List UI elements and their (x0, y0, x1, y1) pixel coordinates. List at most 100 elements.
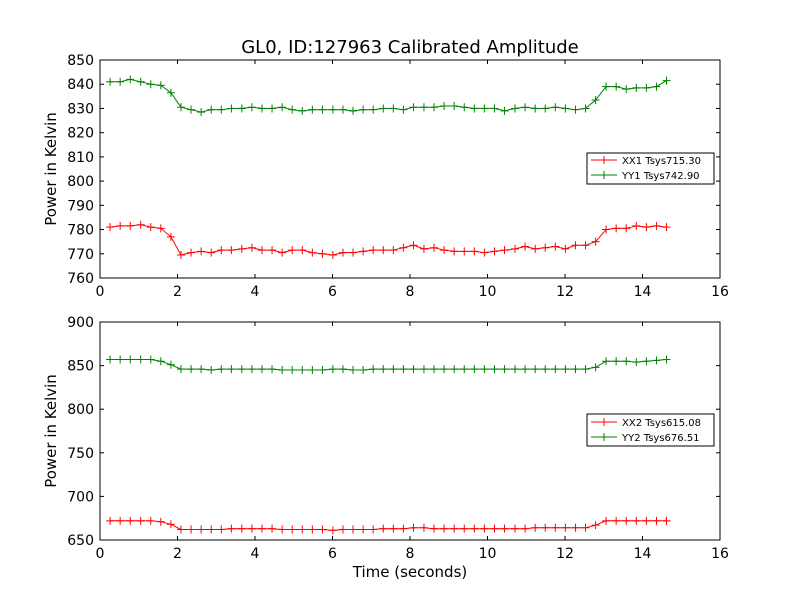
data-point-xx2 (379, 524, 388, 533)
data-point-xx1 (500, 246, 509, 255)
data-point-yy1 (551, 103, 560, 112)
legend-marker-yy1 (600, 171, 608, 179)
data-point-yy2 (551, 365, 560, 374)
data-point-yy1 (430, 103, 439, 112)
top-y-tick-label: 790 (67, 198, 94, 214)
data-point-xx2 (106, 516, 115, 525)
data-point-xx2 (146, 516, 155, 525)
data-point-xx1 (298, 246, 307, 255)
data-point-yy2 (642, 357, 651, 366)
data-point-yy1 (571, 105, 580, 114)
data-point-yy2 (500, 365, 509, 374)
data-point-yy2 (247, 365, 256, 374)
data-point-xx2 (237, 524, 246, 533)
data-point-yy1 (480, 104, 489, 113)
data-point-yy1 (349, 106, 358, 115)
data-point-xx2 (642, 516, 651, 525)
data-point-xx1 (349, 248, 358, 257)
data-point-xx1 (561, 244, 570, 253)
data-point-yy2 (318, 365, 327, 374)
data-point-yy2 (440, 365, 449, 374)
legend-marker-yy2 (600, 433, 608, 441)
data-point-xx2 (257, 524, 266, 533)
legend-marker-xx1 (600, 156, 608, 164)
data-point-xx1 (632, 221, 641, 230)
data-point-xx2 (490, 524, 499, 533)
top-series-group (106, 75, 671, 259)
data-point-yy2 (166, 360, 175, 369)
data-point-xx1 (531, 244, 540, 253)
data-point-yy1 (146, 80, 155, 89)
data-point-xx1 (389, 246, 398, 255)
data-point-yy1 (460, 103, 469, 112)
data-point-yy1 (521, 103, 530, 112)
data-point-yy1 (187, 105, 196, 114)
top-y-tick-label: 850 (67, 53, 94, 69)
data-point-yy1 (622, 85, 631, 94)
data-point-yy2 (632, 358, 641, 367)
data-point-yy1 (217, 105, 226, 114)
top-y-tick-label: 770 (67, 247, 94, 263)
data-point-yy1 (257, 104, 266, 113)
data-point-xx1 (308, 248, 317, 257)
data-point-xx1 (662, 223, 671, 232)
data-point-yy1 (338, 105, 347, 114)
data-point-yy1 (308, 105, 317, 114)
data-point-yy1 (490, 104, 499, 113)
data-point-yy2 (622, 357, 631, 366)
legend-label-xx1: XX1 Tsys715.30 (622, 156, 701, 167)
data-point-xx2 (197, 525, 206, 534)
data-point-xx2 (652, 516, 661, 525)
data-point-xx2 (551, 523, 560, 532)
top-x-tick-label: 8 (406, 284, 415, 300)
data-point-xx1 (521, 242, 530, 251)
data-point-xx2 (480, 524, 489, 533)
data-point-yy1 (166, 88, 175, 97)
data-point-xx2 (409, 523, 418, 532)
bottom-y-tick-label: 800 (67, 402, 94, 418)
data-point-xx2 (662, 516, 671, 525)
bottom-x-tick-label: 8 (406, 546, 415, 562)
data-point-xx2 (531, 523, 540, 532)
data-point-yy2 (227, 365, 236, 374)
bottom-x-tick-label: 12 (556, 546, 574, 562)
bottom-y-tick-label: 650 (67, 533, 94, 549)
data-point-xx1 (227, 246, 236, 255)
data-point-xx1 (450, 247, 459, 256)
bottom-series-group (106, 355, 671, 535)
top-y-tick-label: 810 (67, 150, 94, 166)
data-point-yy2 (278, 365, 287, 374)
x-axis-label: Time (seconds) (352, 563, 468, 581)
data-point-yy1 (531, 104, 540, 113)
data-point-xx1 (156, 224, 165, 233)
bottom-legend-box (586, 413, 715, 447)
data-point-yy2 (581, 365, 590, 374)
bottom-x-tick-label: 16 (711, 546, 729, 562)
data-point-xx2 (349, 525, 358, 534)
data-point-yy2 (116, 355, 125, 364)
data-point-xx1 (146, 223, 155, 232)
data-point-xx2 (187, 525, 196, 534)
top-x-tick-label: 4 (251, 284, 260, 300)
data-point-xx2 (622, 516, 631, 525)
data-point-xx1 (571, 241, 580, 250)
data-point-xx1 (217, 246, 226, 255)
data-point-yy2 (257, 365, 266, 374)
data-point-xx1 (642, 223, 651, 232)
data-point-xx2 (298, 525, 307, 534)
data-point-yy2 (531, 365, 540, 374)
data-point-xx2 (399, 524, 408, 533)
data-point-xx2 (166, 520, 175, 529)
data-point-yy1 (632, 83, 641, 92)
bottom-x-tick-label: 6 (328, 546, 337, 562)
data-point-yy2 (652, 356, 661, 365)
data-point-yy1 (440, 102, 449, 111)
data-point-xx2 (521, 524, 530, 533)
data-point-yy1 (652, 82, 661, 91)
bottom-x-tick-label: 4 (251, 546, 260, 562)
data-point-yy1 (298, 106, 307, 115)
data-point-xx1 (541, 243, 550, 252)
data-point-xx1 (338, 248, 347, 257)
data-point-xx1 (116, 221, 125, 230)
data-point-xx2 (318, 525, 327, 534)
